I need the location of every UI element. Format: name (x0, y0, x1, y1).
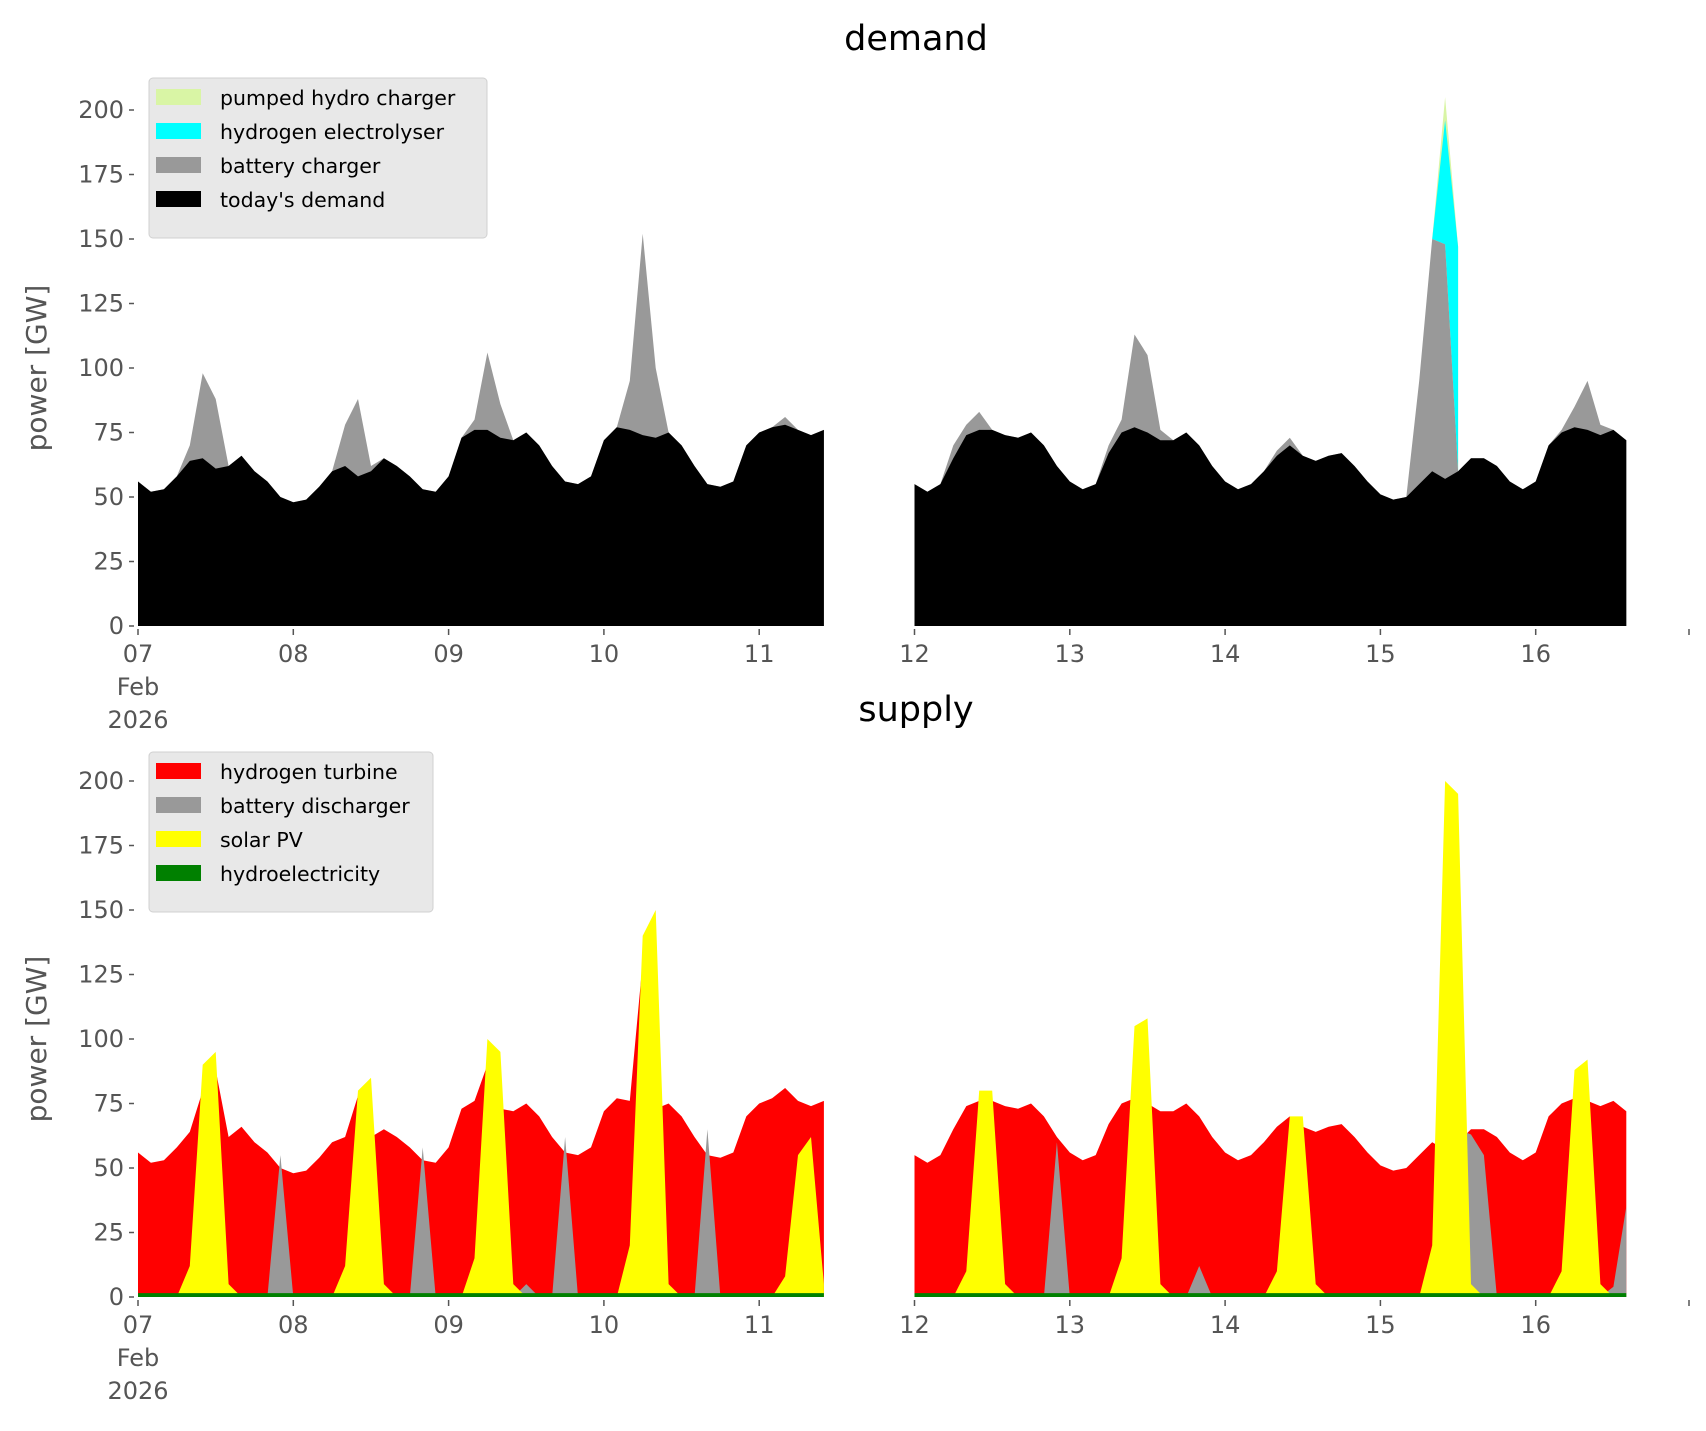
todays-demand-area-segment-2 (914, 427, 1627, 626)
x-tick-sublabel: Feb (117, 673, 160, 701)
x-tick-label: 14 (1210, 640, 1241, 668)
y-axis-label: power [GW] (20, 285, 53, 452)
legend-swatch (156, 191, 201, 207)
x-tick-label: 09 (433, 640, 464, 668)
battery-discharger-area-segment-1 (138, 1129, 824, 1297)
x-tick-label: 09 (433, 1311, 464, 1339)
legend-label: hydroelectricity (220, 862, 380, 886)
panel-title: demand (844, 19, 988, 59)
y-tick-label: 125 (78, 961, 124, 989)
y-tick-label: 200 (78, 767, 124, 795)
legend-swatch (156, 89, 201, 105)
x-tick-label: 16 (1520, 1311, 1551, 1339)
x-tick-label: 14 (1210, 1311, 1241, 1339)
y-axis-label: power [GW] (20, 956, 53, 1123)
x-tick-label: 10 (589, 1311, 620, 1339)
x-tick-label: 12 (899, 1311, 930, 1339)
panel-title: supply (858, 690, 973, 730)
y-tick-label: 50 (93, 483, 124, 511)
y-tick-label: 0 (109, 1283, 124, 1311)
x-tick-label: 15 (1365, 1311, 1396, 1339)
legend-label: battery charger (220, 154, 381, 178)
y-tick-label: 50 (93, 1154, 124, 1182)
hydroelectricity-area-segment-1 (138, 1293, 824, 1297)
x-tick-label: 11 (744, 1311, 775, 1339)
legend-box (148, 751, 434, 913)
y-tick-label: 150 (78, 896, 124, 924)
solar-pv-area-segment-2 (914, 781, 1627, 1297)
x-tick-label: 12 (899, 640, 930, 668)
legend-swatch (156, 763, 201, 779)
x-tick-label: 10 (589, 640, 620, 668)
y-tick-label: 175 (78, 161, 124, 189)
y-tick-label: 100 (78, 1025, 124, 1053)
legend-swatch (156, 123, 201, 139)
legend-label: today's demand (220, 188, 385, 212)
x-tick-label: 16 (1520, 640, 1551, 668)
x-tick-label: 11 (744, 640, 775, 668)
solar-pv-area-segment-1 (138, 910, 824, 1297)
y-tick-label: 150 (78, 225, 124, 253)
y-tick-label: 175 (78, 832, 124, 860)
y-tick-label: 100 (78, 354, 124, 382)
x-tick-label: 08 (278, 1311, 309, 1339)
x-tick-sublabel: 2026 (107, 706, 168, 734)
legend-swatch (156, 157, 201, 173)
y-tick-label: 25 (93, 1219, 124, 1247)
y-tick-label: 25 (93, 548, 124, 576)
y-tick-label: 0 (109, 612, 124, 640)
legend-box (148, 77, 488, 239)
hydrogen-turbine-area-segment-2 (914, 1098, 1627, 1297)
x-tick-label: 07 (123, 1311, 154, 1339)
legend-swatch (156, 865, 201, 881)
x-tick-label: 15 (1365, 640, 1396, 668)
legend-label: hydrogen turbine (220, 760, 398, 784)
legend: hydrogen turbine battery discharger solar … (148, 751, 434, 913)
legend-swatch (156, 831, 201, 847)
x-tick-sublabel: Feb (117, 1344, 160, 1372)
demand-panel: demand power [GW] 0 25 50 75 100 125 150 175 200 07… (20, 19, 1690, 734)
y-tick-label: 75 (93, 1090, 124, 1118)
legend: pumped hydro charger hydrogen electrolyse… (148, 77, 488, 239)
todays-demand-area-segment-1 (138, 424, 824, 626)
y-tick-label: 75 (93, 419, 124, 447)
supply-panel: supply power [GW] 0 25 50 75 100 125 150 175 200 07… (20, 690, 1690, 1405)
legend-label: solar PV (220, 828, 303, 852)
x-tick-label: 13 (1055, 1311, 1086, 1339)
x-tick-label: 13 (1055, 640, 1086, 668)
x-tick-label: 07 (123, 640, 154, 668)
y-tick-label: 200 (78, 96, 124, 124)
y-tick-label: 125 (78, 290, 124, 318)
x-tick-label: 08 (278, 640, 309, 668)
legend-swatch (156, 797, 201, 813)
x-tick-sublabel: 2026 (107, 1377, 168, 1405)
hydroelectricity-area-segment-2 (914, 1293, 1627, 1297)
legend-label: pumped hydro charger (220, 86, 456, 110)
hydrogen-electrolyser-area-segment-2 (1432, 120, 1459, 472)
legend-label: battery discharger (220, 794, 410, 818)
legend-label: hydrogen electrolyser (220, 120, 445, 144)
